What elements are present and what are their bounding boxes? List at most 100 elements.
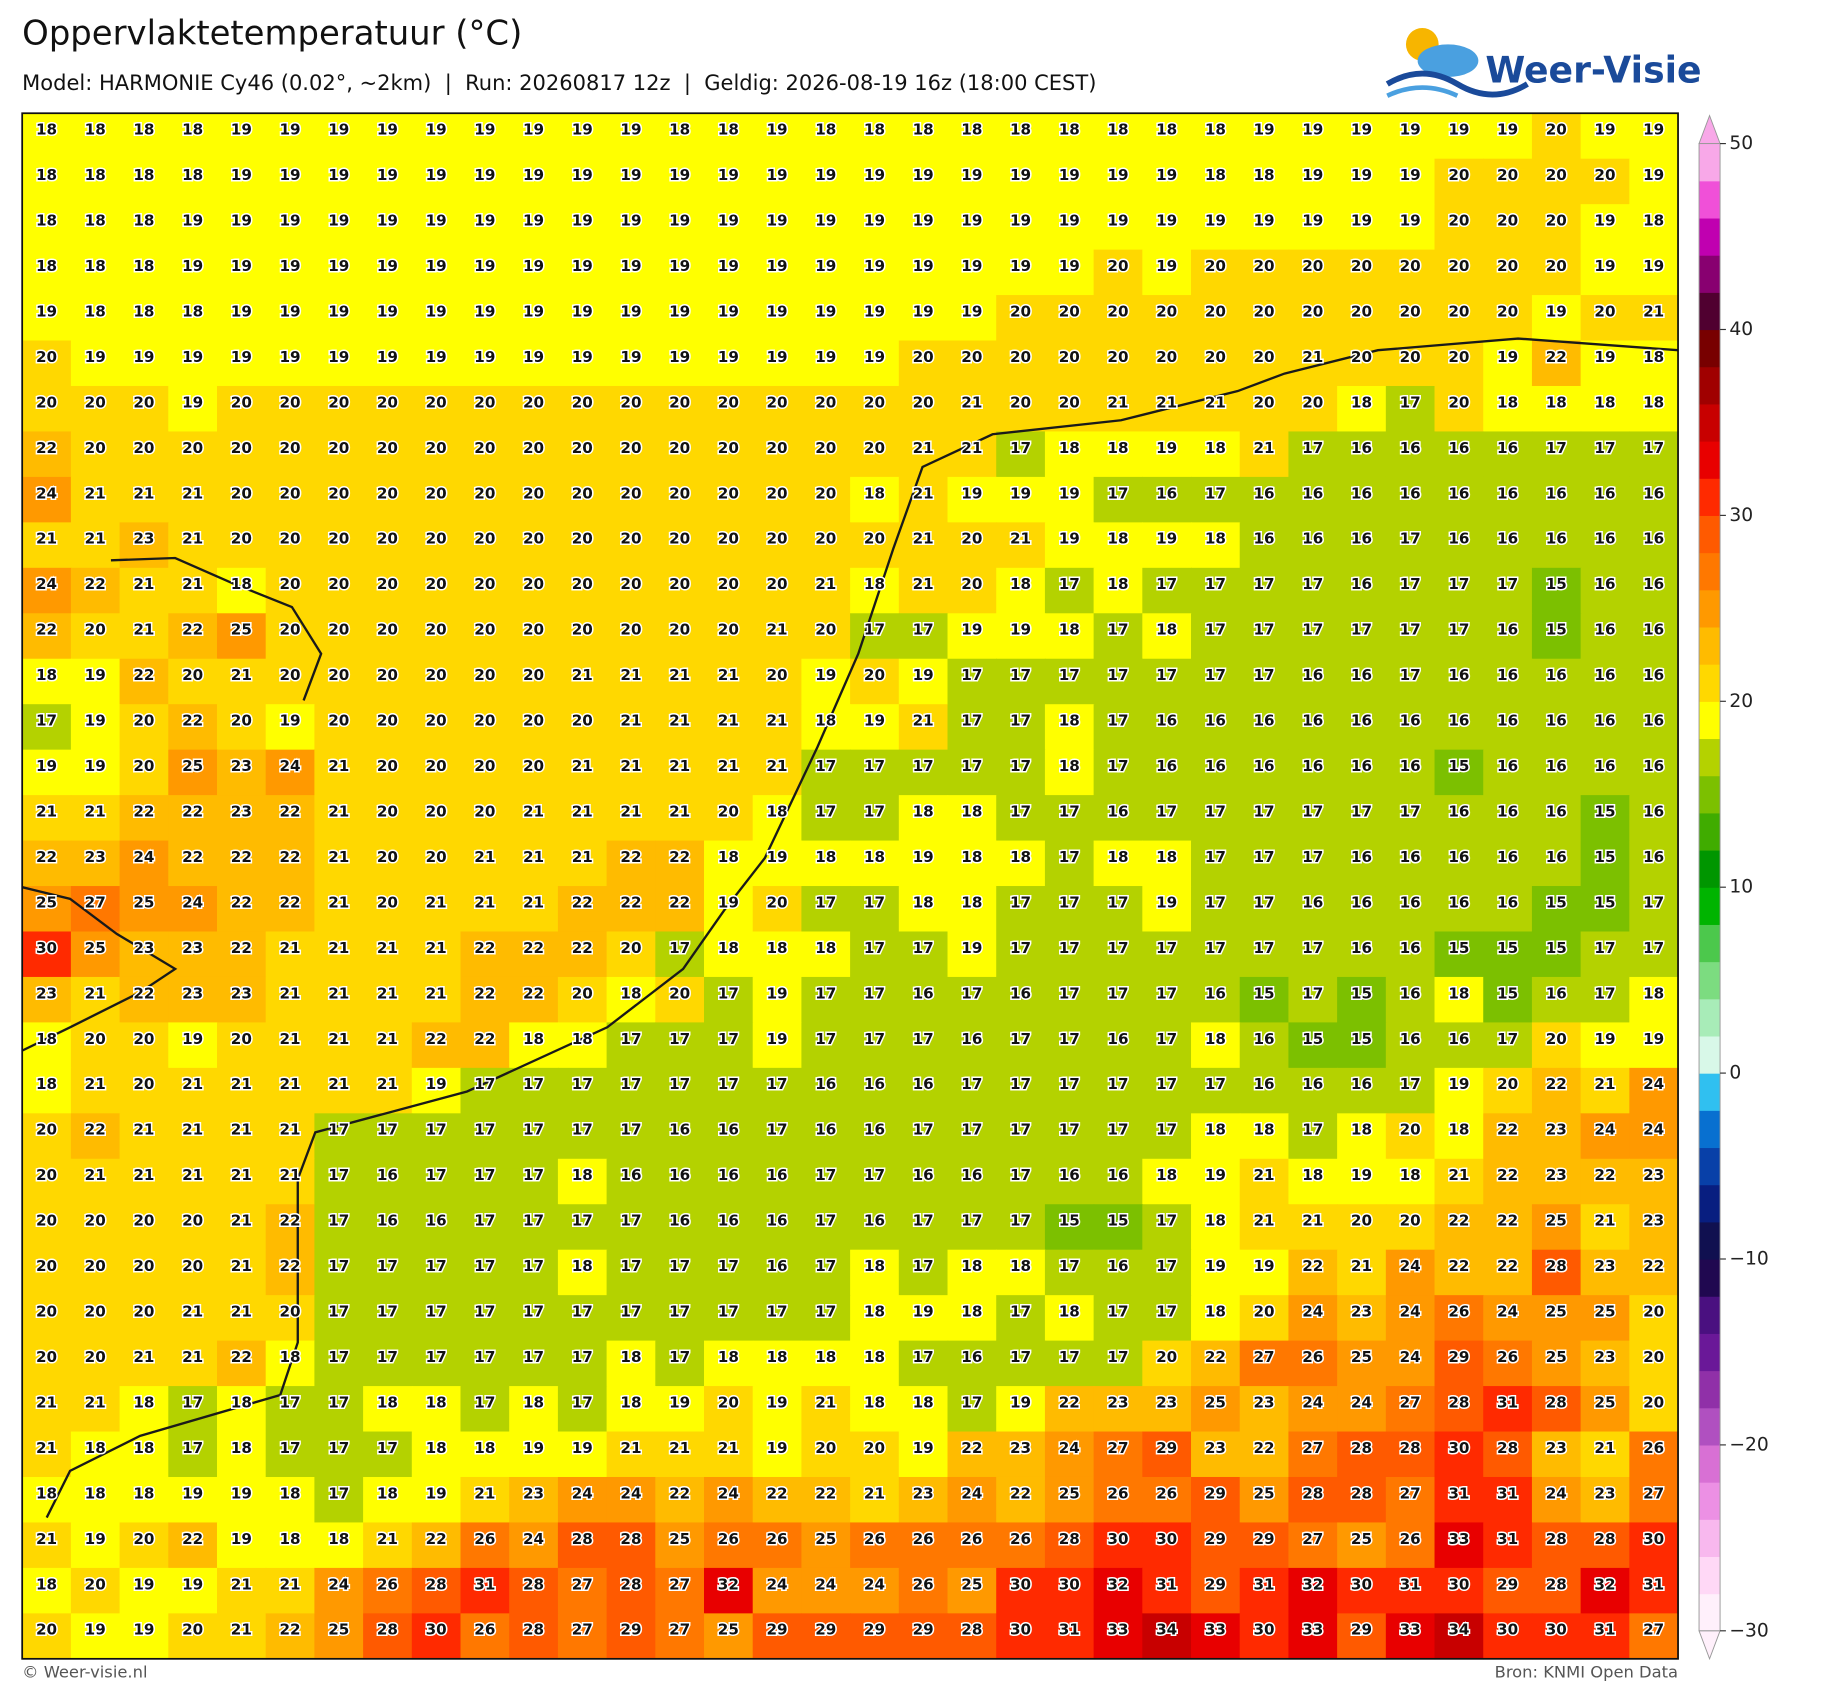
- temperature-cell: [1385, 431, 1436, 478]
- temperature-cell: [1191, 976, 1241, 1024]
- temperature-cell: [1044, 431, 1095, 478]
- temperature-cell: [509, 749, 559, 796]
- temperature-cell: [752, 113, 803, 160]
- temperature-cell: [1385, 249, 1436, 296]
- temperature-cell: [1434, 1022, 1484, 1069]
- temperature-cell: [850, 1295, 900, 1342]
- temperature-value: 20: [523, 575, 544, 593]
- temperature-value: 22: [36, 621, 57, 639]
- temperature-value: 24: [1400, 1348, 1421, 1366]
- temperature-value: 19: [913, 1303, 934, 1321]
- temperature-cell: [363, 658, 413, 705]
- temperature-cell: [1434, 749, 1484, 796]
- temperature-value: 26: [767, 1530, 788, 1548]
- temperature-value: 16: [1302, 712, 1323, 730]
- temperature-cell: [1044, 1476, 1095, 1524]
- temperature-value: 22: [815, 1484, 836, 1502]
- temperature-value: 20: [1546, 121, 1567, 139]
- temperature-cell: [1239, 1522, 1290, 1569]
- temperature-cell: [850, 1340, 900, 1387]
- temperature-cell: [1044, 1204, 1095, 1251]
- temperature-value: 18: [1448, 984, 1469, 1002]
- temperature-value: 15: [1594, 848, 1615, 866]
- temperature-cell: [1629, 249, 1679, 296]
- temperature-cell: [70, 1567, 121, 1615]
- temperature-cell: [1385, 658, 1436, 705]
- temperature-value: 21: [231, 1621, 252, 1639]
- temperature-cell: [314, 567, 364, 614]
- temperature-value: 15: [1497, 984, 1518, 1002]
- temperature-value: 28: [1594, 1530, 1615, 1548]
- temperature-cell: [22, 431, 72, 478]
- temperature-cell: [1191, 113, 1241, 160]
- temperature-cell: [1337, 1249, 1387, 1296]
- temperature-value: 19: [1156, 212, 1177, 230]
- subtitle: Model: HARMONIE Cy46 (0.02°, ~2km) | Run…: [22, 70, 1096, 96]
- temperature-cell: [1093, 840, 1144, 887]
- temperature-value: 16: [1594, 621, 1615, 639]
- temperature-value: 27: [1400, 1484, 1421, 1502]
- temperature-cell: [1385, 385, 1436, 433]
- temperature-cell: [947, 1431, 997, 1478]
- temperature-cell: [1337, 249, 1387, 296]
- temperature-value: 30: [1254, 1621, 1275, 1639]
- temperature-value: 18: [328, 1530, 349, 1548]
- temperature-value: 19: [133, 348, 154, 366]
- temperature-value: 17: [1010, 1030, 1031, 1048]
- temperature-value: 19: [426, 257, 447, 275]
- temperature-value: 19: [523, 257, 544, 275]
- temperature-value: 19: [815, 257, 836, 275]
- temperature-cell: [265, 1204, 316, 1251]
- temperature-cell: [801, 158, 851, 205]
- temperature-value: 17: [1010, 439, 1031, 457]
- temperature-value: 22: [1546, 348, 1567, 366]
- temperature-cell: [1191, 658, 1241, 705]
- colorbar-segment: [1699, 1593, 1721, 1632]
- temperature-cell: [1580, 1295, 1631, 1342]
- temperature-value: 20: [85, 1348, 106, 1366]
- temperature-cell: [168, 976, 218, 1024]
- temperature-value: 18: [1643, 393, 1664, 411]
- temperature-value: 19: [669, 1393, 690, 1411]
- temperature-value: 24: [1351, 1393, 1372, 1411]
- temperature-value: 16: [1448, 712, 1469, 730]
- temperature-value: 17: [1010, 666, 1031, 684]
- temperature-value: 22: [231, 1348, 252, 1366]
- temperature-value: 17: [620, 1303, 641, 1321]
- temperature-cell: [801, 1158, 851, 1205]
- temperature-cell: [655, 1476, 705, 1524]
- temperature-cell: [1385, 1022, 1436, 1069]
- temperature-cell: [996, 658, 1046, 705]
- temperature-value: 20: [1643, 1348, 1664, 1366]
- temperature-value: 19: [767, 984, 788, 1002]
- temperature-value: 28: [1351, 1439, 1372, 1457]
- temperature-cell: [1093, 249, 1144, 296]
- temperature-cell: [363, 1249, 413, 1296]
- temperature-cell: [22, 1295, 72, 1342]
- temperature-cell: [752, 249, 803, 296]
- temperature-value: 21: [85, 1393, 106, 1411]
- temperature-cell: [996, 1158, 1046, 1205]
- temperature-value: 17: [1254, 939, 1275, 957]
- temperature-cell: [704, 295, 754, 342]
- temperature-value: 19: [1546, 302, 1567, 320]
- temperature-value: 17: [913, 621, 934, 639]
- temperature-cell: [314, 476, 364, 524]
- temperature-value: 19: [620, 212, 641, 230]
- temperature-value: 20: [669, 393, 690, 411]
- temperature-value: 19: [1400, 121, 1421, 139]
- temperature-cell: [704, 840, 754, 887]
- colorbar-segment: [1699, 1296, 1721, 1334]
- temperature-value: 17: [572, 1212, 593, 1230]
- temperature-cell: [655, 249, 705, 296]
- temperature-cell: [119, 1386, 169, 1433]
- temperature-value: 19: [864, 257, 885, 275]
- temperature-cell: [606, 613, 657, 660]
- temperature-value: 18: [913, 893, 934, 911]
- temperature-value: 24: [1643, 1121, 1664, 1139]
- temperature-value: 22: [1059, 1393, 1080, 1411]
- temperature-cell: [119, 1022, 169, 1069]
- temperature-cell: [168, 1022, 218, 1069]
- temperature-value: 21: [231, 1303, 252, 1321]
